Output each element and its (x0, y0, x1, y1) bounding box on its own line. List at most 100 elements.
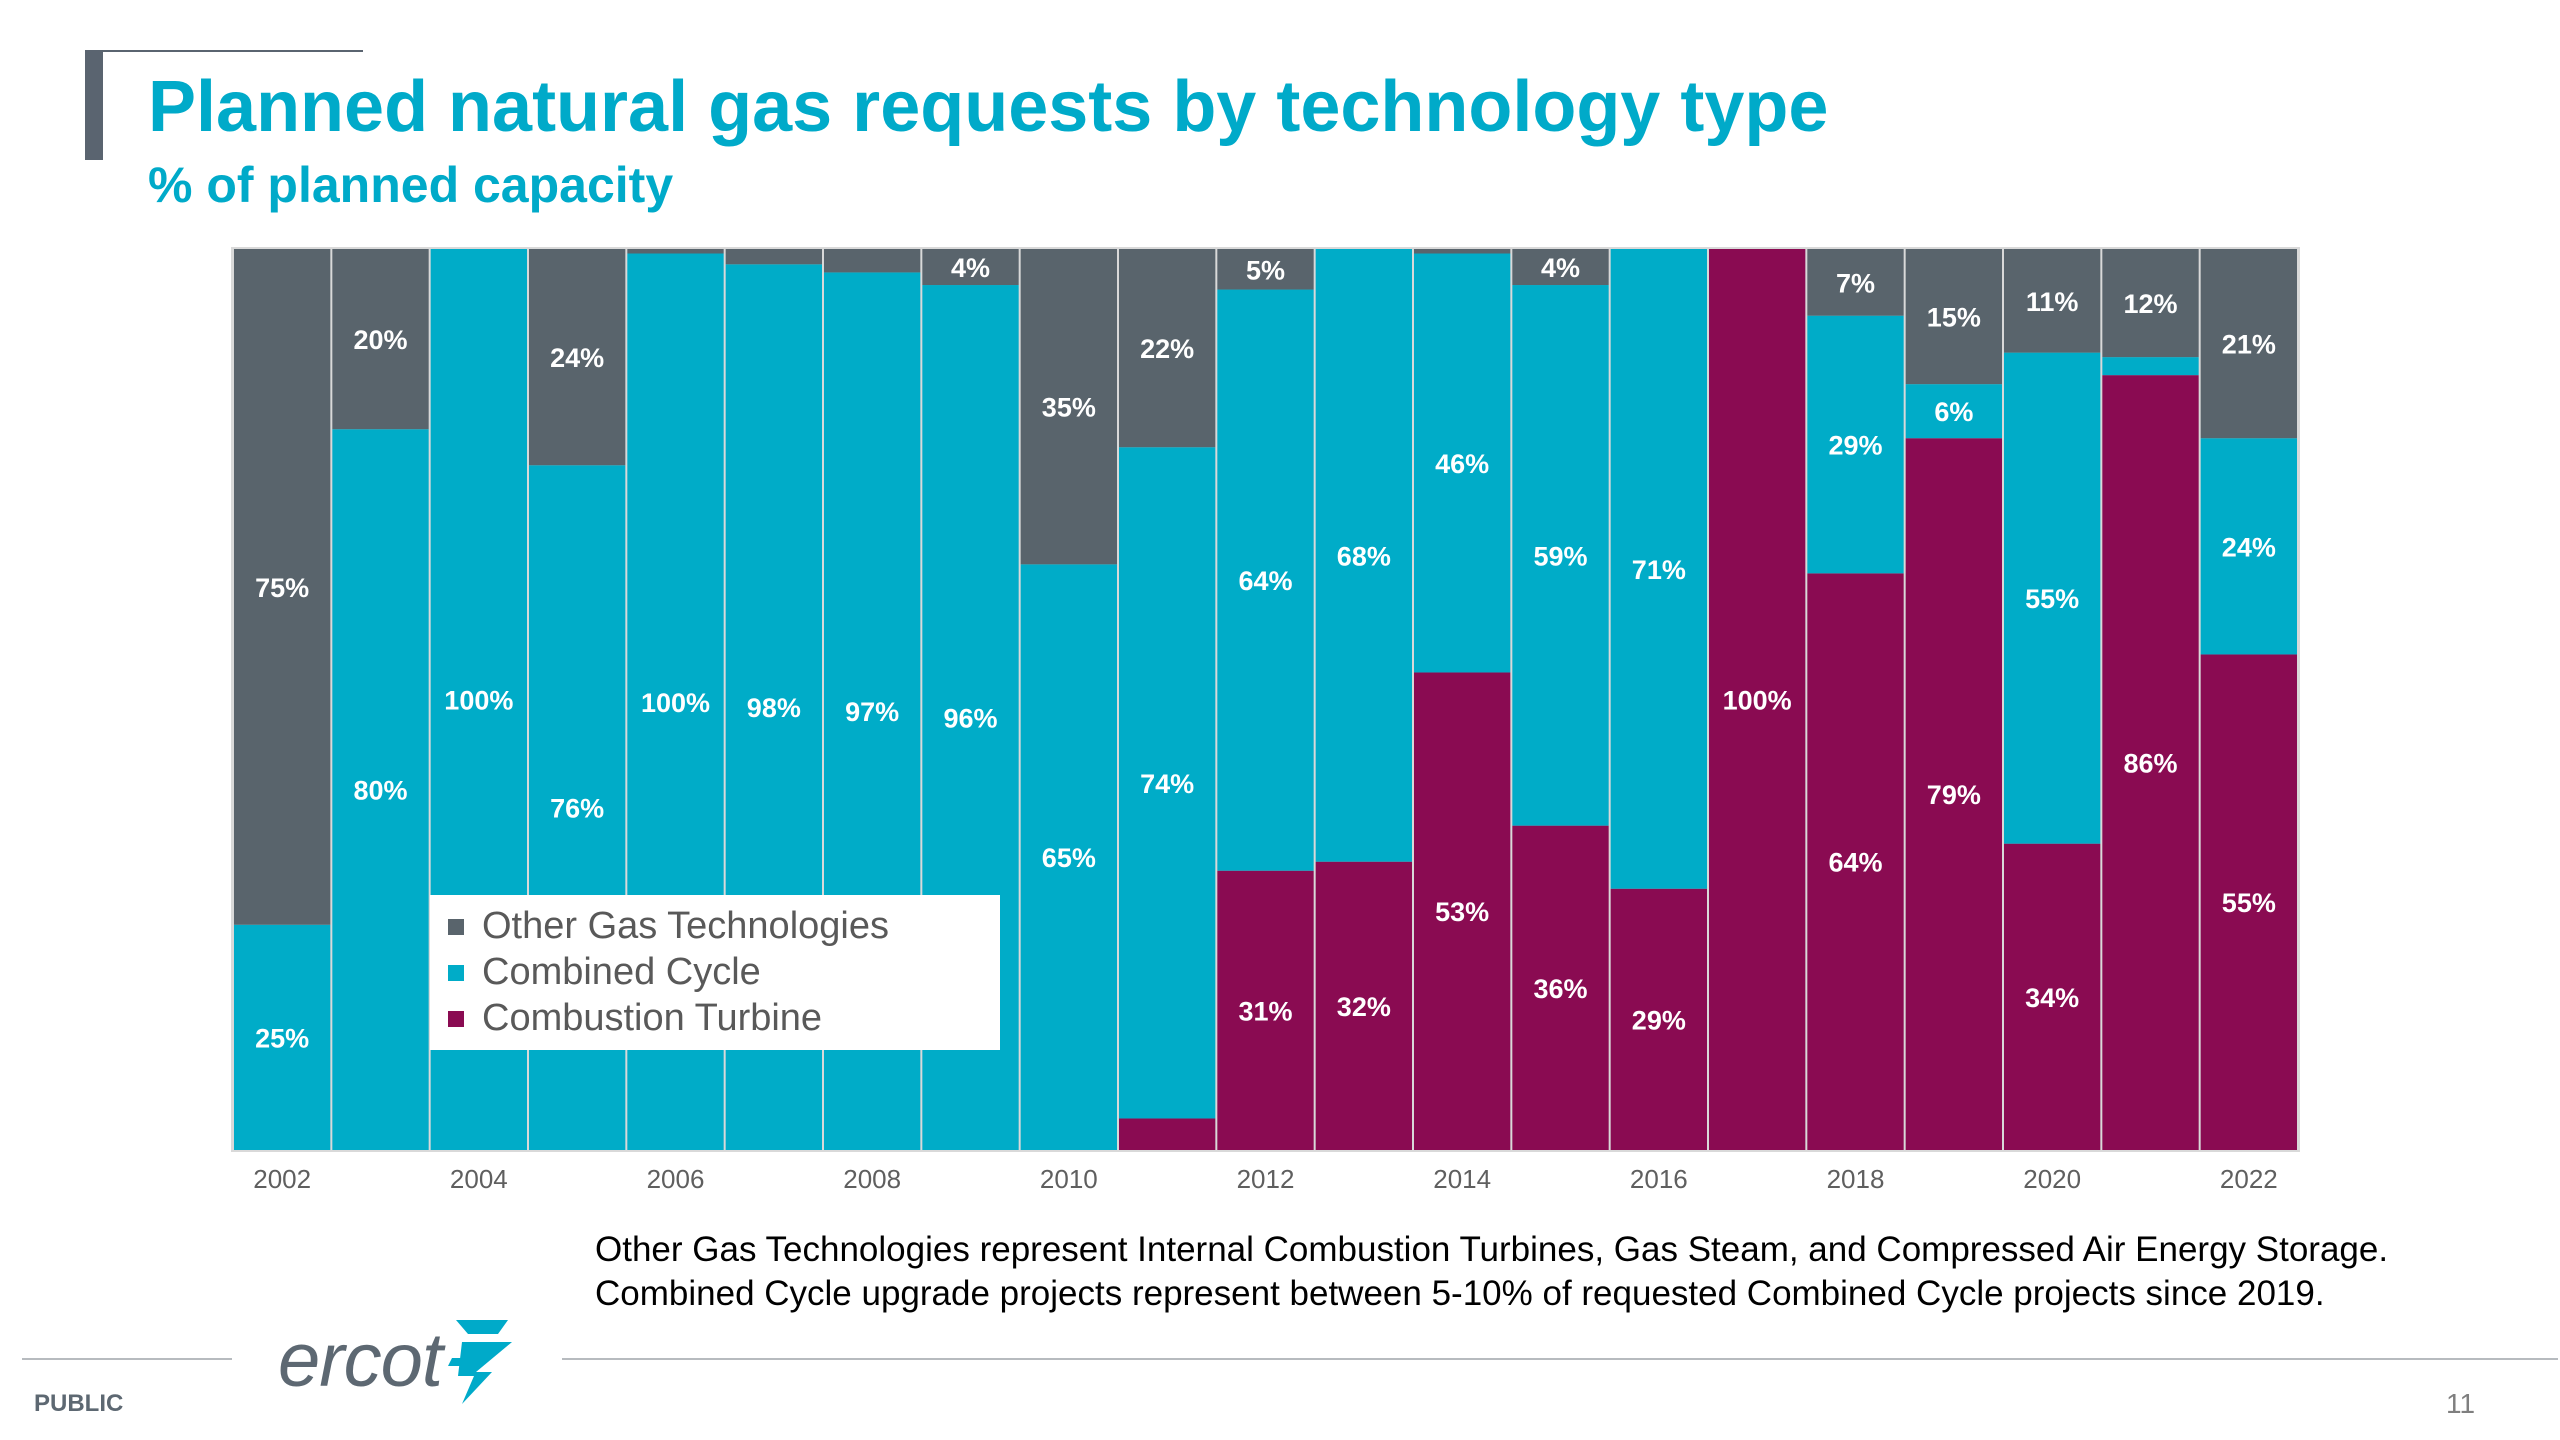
x-tick-label-2022: 2022 (2220, 1164, 2278, 1194)
footnote-line-2: Combined Cycle upgrade projects represen… (595, 1274, 2325, 1313)
bar-combined-cycle-2020 (2004, 352, 2101, 844)
bar-combustion-turbine-2022 (2200, 654, 2297, 1150)
bar-other-gas-technologies-2021 (2102, 249, 2199, 358)
data-label-other-gas-technologies-2015: 4% (1541, 253, 1580, 283)
legend-item-combustion-turbine: Combustion Turbine (448, 996, 1000, 1042)
data-label-other-gas-technologies-2022: 21% (2222, 330, 2276, 360)
bar-combustion-turbine-2016 (1610, 888, 1707, 1150)
bar-combined-cycle-2003 (332, 429, 429, 1150)
data-label-other-gas-technologies-2019: 15% (1927, 303, 1981, 333)
x-tick-label-2018: 2018 (1827, 1164, 1885, 1194)
x-tick-label-2012: 2012 (1237, 1164, 1295, 1194)
bar-other-gas-technologies-2022 (2200, 249, 2297, 439)
bar-other-gas-technologies-2019 (1905, 249, 2002, 385)
bar-combustion-turbine-2015 (1512, 825, 1609, 1150)
legend-swatch-combined-cycle (448, 964, 464, 981)
legend-swatch-other-gas (448, 918, 464, 935)
data-label-combustion-turbine-2015: 36% (1533, 974, 1587, 1004)
data-label-combined-cycle-2019: 6% (1934, 397, 1973, 427)
bar-combustion-turbine-2014 (1414, 672, 1511, 1150)
x-tick-label-2014: 2014 (1433, 1164, 1491, 1194)
data-label-other-gas-technologies-2002: 75% (255, 573, 309, 603)
bar-combustion-turbine-2012 (1217, 870, 1314, 1150)
legend-item-combined-cycle: Combined Cycle (448, 950, 1000, 996)
chart-legend: Other Gas Technologies Combined Cycle Co… (430, 895, 1000, 1050)
bar-combustion-turbine-2021 (2102, 375, 2199, 1150)
data-label-other-gas-technologies-2021: 12% (2123, 289, 2177, 319)
bar-other-gas-technologies-2010 (1020, 249, 1117, 565)
x-tick-label-2006: 2006 (647, 1164, 705, 1194)
data-label-combined-cycle-2009: 96% (943, 704, 997, 734)
bar-other-gas-technologies-2011 (1119, 249, 1216, 448)
legend-label-combustion-turbine: Combustion Turbine (482, 997, 823, 1039)
data-label-combined-cycle-2018: 29% (1828, 431, 1882, 461)
bar-combustion-turbine-2018 (1807, 573, 1904, 1150)
bar-other-gas-technologies-2003 (332, 249, 429, 430)
data-label-combined-cycle-2006: 100% (641, 688, 710, 718)
page-subtitle: % of planned capacity (148, 157, 674, 213)
bar-combustion-turbine-2020 (2004, 843, 2101, 1150)
data-label-combined-cycle-2016: 71% (1632, 555, 1686, 585)
x-tick-label-2002: 2002 (253, 1164, 311, 1194)
bar-combustion-turbine-2011 (1119, 1118, 1216, 1150)
bar-combustion-turbine-2019 (1905, 438, 2002, 1151)
data-label-other-gas-technologies-2012: 5% (1246, 255, 1285, 285)
title-accent-bar (85, 52, 103, 160)
data-label-combined-cycle-2007: 98% (747, 693, 801, 723)
ercot-logo: ercot (278, 1312, 518, 1408)
data-label-combustion-turbine-2022: 55% (2222, 888, 2276, 918)
bar-combined-cycle-2019 (1905, 384, 2002, 439)
data-label-combined-cycle-2014: 46% (1435, 449, 1489, 479)
legend-label-combined-cycle: Combined Cycle (482, 951, 761, 993)
bar-combined-cycle-2022 (2200, 438, 2297, 655)
x-tick-label-2016: 2016 (1630, 1164, 1688, 1194)
logo-wordmark: ercot (278, 1317, 443, 1403)
legend-item-other-gas: Other Gas Technologies (448, 904, 1000, 950)
data-label-combined-cycle-2022: 24% (2222, 532, 2276, 562)
bar-combined-cycle-2013 (1315, 249, 1412, 862)
classification-label: PUBLIC (34, 1390, 124, 1417)
x-tick-label-2008: 2008 (843, 1164, 901, 1194)
page-number: 11 (2446, 1388, 2476, 1419)
data-label-other-gas-technologies-2020: 11% (2026, 287, 2079, 317)
data-label-combustion-turbine-2016: 29% (1632, 1005, 1686, 1035)
data-label-combined-cycle-2002: 25% (255, 1023, 309, 1053)
data-label-combined-cycle-2011: 74% (1140, 769, 1194, 799)
bar-other-gas-technologies-2006 (627, 249, 724, 254)
data-label-combined-cycle-2003: 80% (353, 776, 407, 806)
data-label-combined-cycle-2004: 100% (444, 686, 513, 716)
bar-combined-cycle-2021 (2102, 357, 2199, 376)
bar-other-gas-technologies-2008 (824, 249, 921, 273)
bar-other-gas-technologies-2012 (1217, 249, 1314, 290)
data-label-other-gas-technologies-2003: 20% (353, 325, 407, 355)
bar-combustion-turbine-2013 (1315, 861, 1412, 1150)
bar-combined-cycle-2010 (1020, 564, 1117, 1150)
data-label-combined-cycle-2010: 65% (1042, 843, 1096, 873)
bar-other-gas-technologies-2002 (234, 249, 331, 925)
data-label-combined-cycle-2005: 76% (550, 794, 604, 824)
data-label-combustion-turbine-2012: 31% (1238, 996, 1292, 1026)
footer-divider-left (22, 1358, 232, 1360)
bar-other-gas-technologies-2005 (529, 249, 626, 466)
x-tick-label-2010: 2010 (1040, 1164, 1098, 1194)
footnote-line-1: Other Gas Technologies represent Interna… (595, 1230, 2389, 1269)
data-label-other-gas-technologies-2011: 22% (1140, 334, 1194, 364)
data-label-combined-cycle-2008: 97% (845, 697, 899, 727)
x-tick-label-2020: 2020 (2023, 1164, 2081, 1194)
legend-swatch-combustion-turbine (448, 1010, 464, 1027)
footer-divider-right (562, 1358, 2558, 1360)
data-label-other-gas-technologies-2009: 4% (951, 253, 990, 283)
lightning-bolt-icon (447, 1320, 512, 1404)
data-label-combined-cycle-2015: 59% (1533, 541, 1587, 571)
bar-other-gas-technologies-2014 (1414, 249, 1511, 254)
bar-combined-cycle-2018 (1807, 315, 1904, 574)
data-label-combustion-turbine-2013: 32% (1337, 992, 1391, 1022)
data-label-combustion-turbine-2014: 53% (1435, 897, 1489, 927)
x-tick-label-2004: 2004 (450, 1164, 508, 1194)
bar-other-gas-technologies-2015 (1512, 249, 1609, 286)
legend-label-other-gas: Other Gas Technologies (482, 905, 889, 947)
data-label-combustion-turbine-2017: 100% (1723, 686, 1792, 716)
footnote: Other Gas Technologies represent Interna… (595, 1228, 2388, 1316)
bar-combined-cycle-2015 (1512, 285, 1609, 826)
bar-combustion-turbine-2017 (1709, 249, 1806, 1150)
